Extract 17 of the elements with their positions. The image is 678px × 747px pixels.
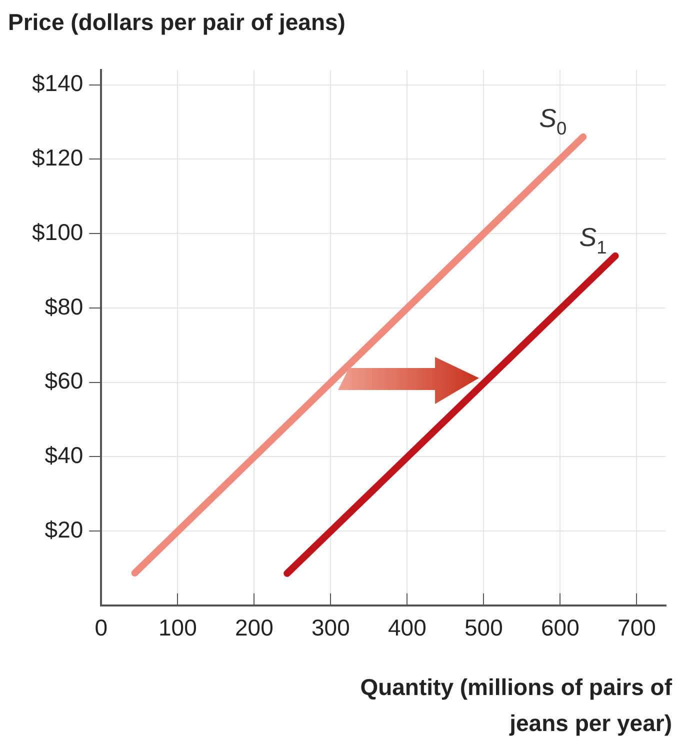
y-tick-label: $20 (44, 516, 84, 542)
x-tick-label: 200 (234, 614, 274, 641)
x-tick-label: 600 (541, 614, 580, 641)
x-axis-title: Quantity (millions of pairs of jeans per year) (360, 674, 672, 736)
y-tick-label: $40 (44, 442, 84, 468)
y-tick-label: $120 (32, 144, 84, 171)
x-tick-label: 500 (464, 614, 503, 641)
y-tick-label: $80 (44, 293, 84, 320)
x-tick-label: 0 (94, 614, 108, 641)
x-tick-label: 700 (618, 614, 656, 641)
y-tick-label: $60 (44, 368, 84, 394)
y-tick-label: $100 (32, 218, 84, 245)
y-axis-title: Price (dollars per pair of jeans) (8, 9, 346, 35)
y-tick-label: $140 (32, 70, 84, 96)
x-tick-label: 300 (311, 614, 350, 641)
x-tick-label: 400 (388, 614, 426, 641)
x-tick-label: 100 (158, 614, 197, 641)
